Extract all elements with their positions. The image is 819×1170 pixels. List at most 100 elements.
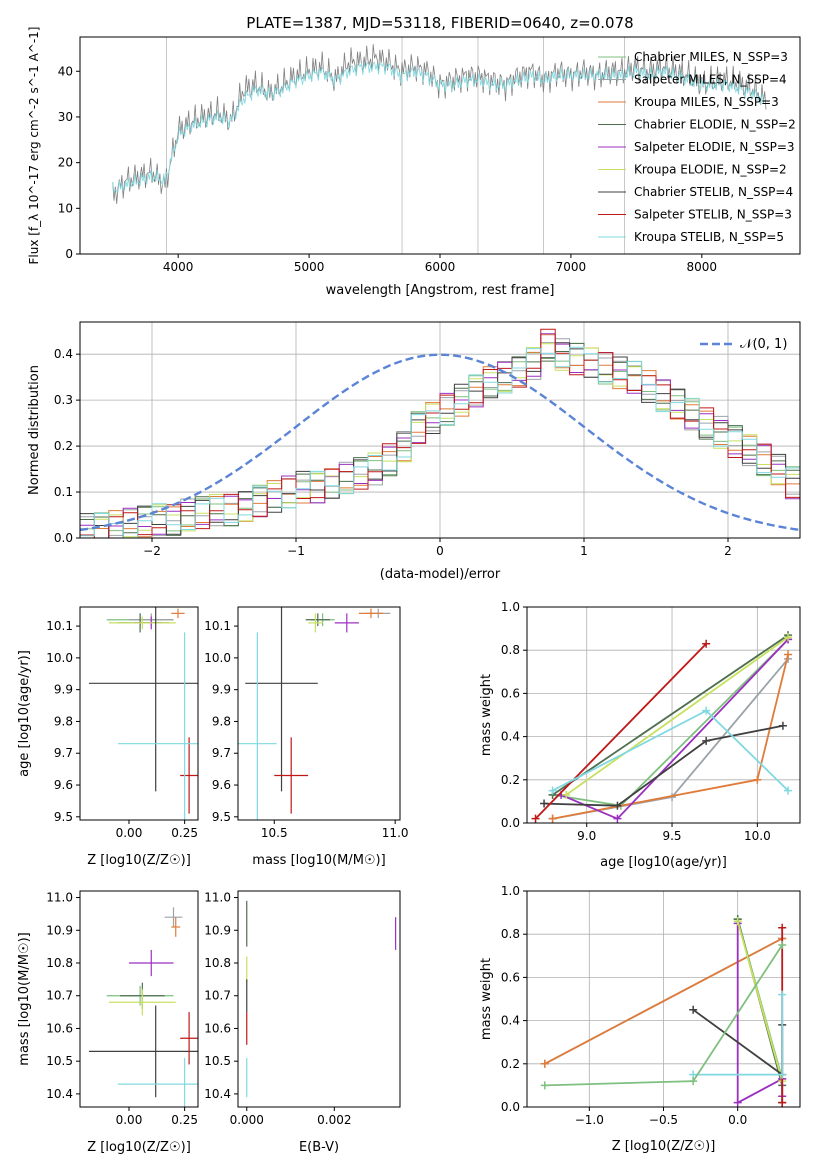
y-tick-label: 9.7 xyxy=(54,746,73,760)
y-tick-label: 0.8 xyxy=(501,927,520,941)
y-tick-label: 10.7 xyxy=(46,989,73,1003)
weight-marker xyxy=(702,706,711,715)
x-tick-label: 0.0 xyxy=(728,1113,747,1127)
axes-frame xyxy=(79,321,801,539)
errorbars xyxy=(88,607,198,820)
x-tick-label: 10.0 xyxy=(744,829,771,843)
weight-marker xyxy=(540,799,549,808)
y-tick-label: 40 xyxy=(58,64,73,78)
y-tick-label: 0.4 xyxy=(501,1014,520,1028)
y-axis-label: mass weight xyxy=(479,958,494,1040)
y-tick-label: 0.4 xyxy=(501,730,520,744)
y-tick-label: 10.5 xyxy=(46,1054,73,1068)
axes-frame xyxy=(237,606,401,821)
weight-marker xyxy=(778,721,787,730)
weight-series xyxy=(544,937,783,1065)
axes-frame xyxy=(237,890,401,1108)
y-tick-label: 0.0 xyxy=(54,531,73,545)
y-axis-label: Normed distribution xyxy=(27,365,42,495)
y-tick-label: 0.6 xyxy=(501,686,520,700)
y-tick-label: 9.7 xyxy=(212,746,231,760)
y-tick-label: 10.9 xyxy=(46,923,73,937)
y-tick-label: 9.6 xyxy=(54,778,73,792)
weight-marker xyxy=(784,633,793,642)
x-tick-label: 10.5 xyxy=(261,826,288,840)
panel-spectrum: 4000 5000 6000 7000 8000 0 10 20 30 40 wavelength … xyxy=(27,27,801,298)
y-tick-label: 9.8 xyxy=(54,714,73,728)
x-tick-label: 9.0 xyxy=(577,829,596,843)
panel-age-vs-mass: 10.5 11.0 9.5 9.6 9.7 9.8 9.9 10.0 10.1 mass [log… xyxy=(204,606,409,868)
weight-marker xyxy=(689,1005,698,1014)
y-tick-label: 10.6 xyxy=(46,1021,73,1035)
weight-marker xyxy=(733,917,742,926)
y-tick-label: 0.1 xyxy=(54,485,73,499)
panel-mass-weight-vs-z: −1.0 −0.5 0.0 0.0 0.2 0.4 0.6 0.8 1.0 Z [log10(Z/… xyxy=(479,884,801,1154)
errorbars xyxy=(88,907,198,1107)
weight-marker xyxy=(784,650,793,659)
y-axis-label: mass weight xyxy=(479,674,494,756)
y-tick-label: 0.2 xyxy=(54,439,73,453)
y-tick-label: 10.0 xyxy=(204,651,231,665)
legend-label: 𝒩(0, 1) xyxy=(740,337,787,352)
y-tick-label: 9.5 xyxy=(212,810,231,824)
weight-series xyxy=(552,658,789,820)
panel-age-vs-z: 0.00 0.25 9.5 9.6 9.7 9.8 9.9 10.0 10.1 Z [log10(… xyxy=(17,606,199,868)
weight-series xyxy=(560,638,789,820)
x-tick-label: 0.25 xyxy=(171,1113,198,1127)
x-axis-label: E(B-V) xyxy=(299,1140,339,1155)
y-axis-label: age [log10(age/yr)] xyxy=(17,650,32,777)
legend: Chabrier MILES, N_SSP=3 Salpeter MILES, N… xyxy=(598,50,796,244)
legend-label: Salpeter STELIB, N_SSP=3 xyxy=(634,208,792,222)
y-tick-label: 0.2 xyxy=(501,773,520,787)
normal-curve xyxy=(80,353,800,532)
y-tick-label: 9.6 xyxy=(212,778,231,792)
x-tick-label: 5000 xyxy=(294,260,325,274)
y-tick-label: 11.0 xyxy=(46,891,73,905)
x-tick-label: 2 xyxy=(724,544,732,558)
weight-marker xyxy=(548,814,557,823)
x-tick-label: −1 xyxy=(287,544,305,558)
axes-frame xyxy=(79,606,199,821)
x-tick-label: 0.00 xyxy=(116,826,143,840)
weight-series xyxy=(534,643,707,820)
weight-marker xyxy=(778,1070,787,1079)
histogram-series xyxy=(80,328,800,538)
errorbars xyxy=(238,607,391,820)
y-tick-label: 0.0 xyxy=(501,816,520,830)
weight-series xyxy=(552,634,789,796)
x-tick-label: 8000 xyxy=(687,260,718,274)
weight-marker xyxy=(778,923,787,932)
weight-marker xyxy=(778,1098,787,1107)
y-tick-label: 0.8 xyxy=(501,643,520,657)
y-tick-label: 10.8 xyxy=(46,956,73,970)
y-tick-label: 0 xyxy=(65,247,73,261)
y-tick-label: 0.6 xyxy=(501,970,520,984)
errorbars xyxy=(246,900,397,1098)
spectrum-series xyxy=(112,61,767,195)
legend-label: Chabrier STELIB, N_SSP=4 xyxy=(634,185,793,199)
figure-title: PLATE=1387, MJD=53118, FIBERID=0640, z=0… xyxy=(246,14,633,32)
y-axis-label: Flux [f_λ 10^-17 erg cm^-2 s^-1 A^-1] xyxy=(27,27,41,265)
weight-marker xyxy=(733,1098,742,1107)
x-tick-label: −0.5 xyxy=(649,1113,678,1127)
y-tick-label: 10 xyxy=(58,201,73,215)
weight-marker xyxy=(702,639,711,648)
x-tick-label: −2 xyxy=(143,544,161,558)
spectrum-lines xyxy=(112,37,767,254)
x-axis-label: Z [log10(Z/Z☉)] xyxy=(87,853,191,868)
y-tick-label: 9.5 xyxy=(54,810,73,824)
y-tick-label: 20 xyxy=(58,156,73,170)
axes-frame xyxy=(526,606,801,824)
x-tick-label: 6000 xyxy=(425,260,456,274)
y-tick-label: 9.9 xyxy=(54,683,73,697)
y-tick-label: 9.8 xyxy=(212,714,231,728)
x-tick-label: 0.002 xyxy=(317,1113,351,1127)
x-tick-label: 1 xyxy=(580,544,588,558)
weight-marker xyxy=(689,1077,698,1086)
weight-series xyxy=(736,920,784,1082)
axes-frame xyxy=(526,890,801,1108)
weight-marker xyxy=(778,990,787,999)
legend-label: Chabrier ELODIE, N_SSP=2 xyxy=(634,118,796,132)
panel-residuals: −2 −1 0 1 2 0.0 0.1 0.2 0.3 0.4 (data-model)/error… xyxy=(27,321,801,582)
